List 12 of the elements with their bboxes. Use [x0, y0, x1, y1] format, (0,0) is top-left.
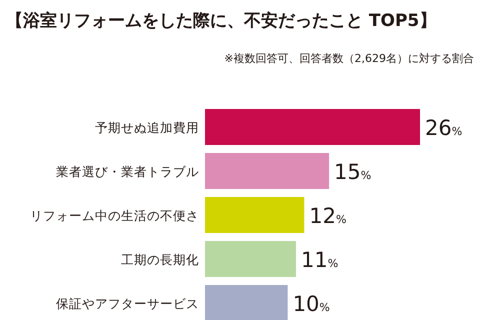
- chart-subtitle: ※複数回答可、回答者数（2,629名）に対する割合: [224, 52, 474, 65]
- y-tick-label: 保証やアフターサービス: [56, 296, 199, 311]
- y-tick-label: リフォーム中の生活の不便さ: [30, 208, 199, 223]
- data-label: 11%: [300, 248, 338, 272]
- data-label: 12%: [309, 204, 346, 228]
- chart-title: 【浴室リフォームをした際に、不安だったこと TOP5】: [6, 11, 436, 31]
- data-label: 26%: [425, 116, 462, 140]
- y-tick-label: 工期の長期化: [121, 252, 199, 267]
- y-tick-label: 業者選び・業者トラブル: [56, 164, 199, 179]
- data-label: 15%: [334, 160, 372, 184]
- y-tick-label: 予期せぬ追加費用: [95, 120, 199, 135]
- data-label: 10%: [292, 292, 330, 316]
